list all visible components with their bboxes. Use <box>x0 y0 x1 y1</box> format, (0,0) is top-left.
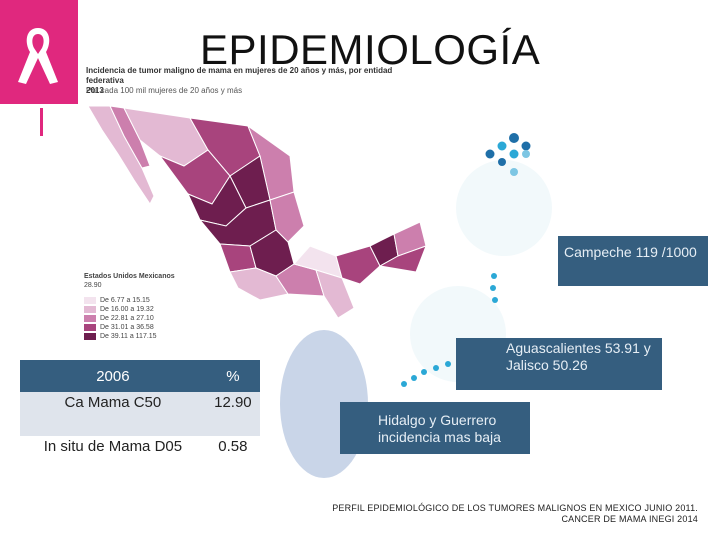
map-caption-title: Incidencia de tumor maligno de mama en m… <box>86 66 393 85</box>
map-region <box>315 269 355 319</box>
mexico-map <box>87 105 427 319</box>
table-row: Ca Mama C50 12.90 <box>20 392 260 436</box>
decorative-circle <box>456 160 552 256</box>
legend-title: Estados Unidos Mexicanos <box>84 273 175 280</box>
callout-hidalgo-text: Hidalgo y Guerrero incidencia mas baja <box>378 412 501 445</box>
map-region <box>335 245 381 285</box>
page-title: EPIDEMIOLOGÍA <box>200 26 541 73</box>
map-caption-units: Por cada 100 mil mujeres de 20 años y má… <box>86 86 243 95</box>
legend-swatch <box>84 315 96 322</box>
map-caption: Incidencia de tumor maligno de mama en m… <box>86 66 426 96</box>
callout-campeche-text: Campeche 119 /1000 <box>564 244 697 260</box>
legend-item: De 39.11 a 117.15 <box>84 332 175 341</box>
map-caption-year: 2013 <box>86 86 104 95</box>
source-citation: PERFIL EPIDEMIOLÓGICO DE LOS TUMORES MAL… <box>332 503 698 525</box>
legend-label: De 39.11 a 117.15 <box>100 333 157 340</box>
table-cell: 0.58 <box>205 436 260 498</box>
source-citation-line1: PERFIL EPIDEMIOLÓGICO DE LOS TUMORES MAL… <box>332 503 698 513</box>
legend-item: De 22.81 a 27.10 <box>84 314 175 323</box>
callout-campeche: Campeche 119 /1000 <box>558 236 708 286</box>
legend-label: De 31.01 a 36.58 <box>100 324 154 331</box>
logo-accent-bar <box>40 108 43 136</box>
table-cell: Ca Mama C50 <box>20 392 206 436</box>
legend-label: De 16.00 a 19.32 <box>100 306 154 313</box>
pink-ribbon-icon <box>18 28 58 84</box>
table-row: In situ de Mama D05 0.58 <box>20 436 260 498</box>
legend-item: De 16.00 a 19.32 <box>84 305 175 314</box>
callout-aguascalientes-text: Aguascalientes 53.91 y Jalisco 50.26 <box>506 340 651 373</box>
legend-swatch <box>84 333 96 340</box>
legend-swatch <box>84 297 96 304</box>
legend-label: De 22.81 a 27.10 <box>100 315 154 322</box>
table-header-percent: % <box>205 360 260 392</box>
table-cell: In situ de Mama D05 <box>20 436 206 498</box>
logo-ribbon <box>0 0 78 104</box>
legend-swatch <box>84 306 96 313</box>
legend-item: De 6.77 a 15.15 <box>84 296 175 305</box>
callout-hidalgo: Hidalgo y Guerrero incidencia mas baja <box>340 402 530 454</box>
legend-item: De 31.01 a 36.58 <box>84 323 175 332</box>
table-header-year: 2006 <box>20 360 206 392</box>
table-header-row: 2006 % <box>20 360 260 392</box>
legend-label: De 6.77 a 15.15 <box>100 297 150 304</box>
callout-aguascalientes: Aguascalientes 53.91 y Jalisco 50.26 <box>456 338 662 390</box>
incidence-table: 2006 % Ca Mama C50 12.90 In situ de Mama… <box>20 360 260 498</box>
legend-national-value: 28.90 <box>84 282 102 289</box>
map-region <box>378 245 427 273</box>
legend-swatch <box>84 324 96 331</box>
table-cell: 12.90 <box>205 392 260 436</box>
source-citation-line2: CANCER DE MAMA INEGI 2014 <box>561 514 698 524</box>
map-legend: Estados Unidos Mexicanos 28.90 De 6.77 a… <box>84 272 175 341</box>
map-region <box>269 191 305 243</box>
